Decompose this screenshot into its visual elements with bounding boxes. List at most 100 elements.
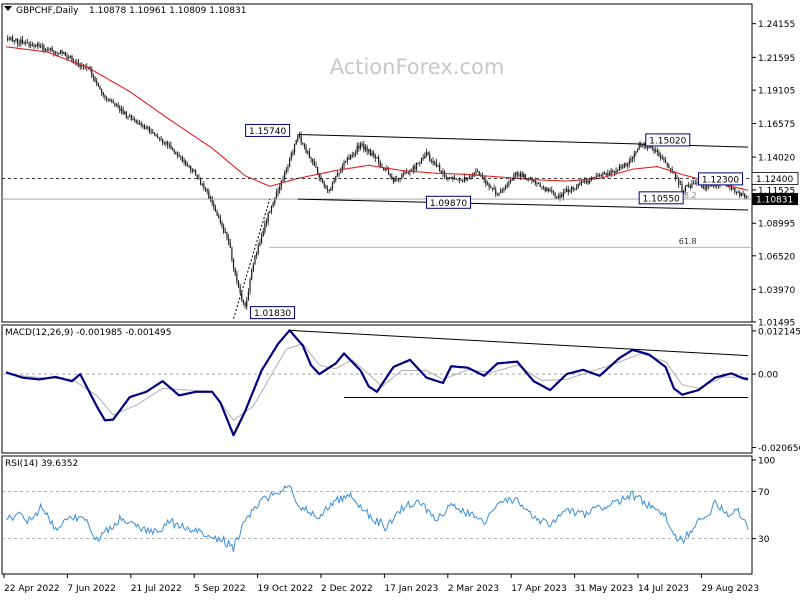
candle-body <box>176 154 179 156</box>
annotation-box <box>425 195 471 209</box>
symbol-label: GBPCHF,Daily <box>16 6 79 16</box>
candle-body <box>478 171 480 176</box>
date-tick-label: 21 Jul 2022 <box>131 584 182 594</box>
candle-body <box>282 179 284 181</box>
candle-body <box>338 173 340 174</box>
candle-body <box>262 231 264 237</box>
candle-body <box>463 177 465 181</box>
date-tick-label: 2 Mar 2023 <box>448 584 499 594</box>
candle-body <box>23 43 25 45</box>
candle-body <box>569 190 571 193</box>
candle-body <box>742 193 744 195</box>
candle-body <box>56 52 58 54</box>
candle-body <box>325 185 327 189</box>
candle-body <box>648 146 650 149</box>
candle-body <box>89 66 91 69</box>
candle-body <box>135 120 137 123</box>
candle-body <box>214 207 217 212</box>
candle-body <box>354 152 357 154</box>
candle-body <box>594 177 596 178</box>
candle-body <box>503 188 505 190</box>
candle-body <box>702 186 705 188</box>
candle-body <box>641 146 644 147</box>
candle-body <box>239 286 241 294</box>
macd-panel: 0.012145 0.00 -0.020656 <box>1 324 800 454</box>
candle-body <box>226 231 228 238</box>
candle-body <box>71 56 73 62</box>
candle-body <box>38 43 40 47</box>
candle-body <box>552 191 555 193</box>
price-panel: 61.8 38.2 1.15740 1.15020 1.12300 1.09870 1.10… <box>1 3 799 328</box>
candle-body <box>326 188 329 191</box>
candle-body <box>472 175 474 177</box>
candle-body <box>605 172 607 176</box>
candle-body <box>684 186 686 192</box>
candle-body <box>292 151 294 154</box>
candle-body <box>735 191 738 193</box>
price-trendline-2 <box>233 198 271 319</box>
annotation-box <box>698 172 744 186</box>
candle-body <box>310 157 312 160</box>
candle-body <box>178 155 180 157</box>
candle-body <box>422 157 424 159</box>
candle-body <box>493 187 495 190</box>
candle-body <box>567 189 569 193</box>
candle-body <box>701 183 703 188</box>
price-tick-label: 1.11525 <box>758 186 795 196</box>
candle-body <box>582 180 584 183</box>
candle-body <box>201 184 203 185</box>
candle-body <box>622 167 624 169</box>
candle-body <box>445 175 447 178</box>
candle-body <box>213 203 215 208</box>
candle-body <box>155 134 157 137</box>
rsi-tick-label: 30 <box>758 535 770 545</box>
candle-body <box>419 162 421 164</box>
candle-body <box>534 180 536 184</box>
candle-body <box>256 253 258 256</box>
candle-body <box>61 50 63 54</box>
rsi-line <box>5 485 749 553</box>
annotation-box <box>250 306 296 320</box>
candle-body <box>191 169 193 172</box>
candle-body <box>152 131 154 133</box>
candle-body <box>231 247 233 260</box>
candle-body <box>168 144 170 146</box>
candle-body <box>287 166 289 170</box>
candle-body <box>437 165 439 167</box>
candle-body <box>190 166 192 170</box>
candle-body <box>110 100 113 102</box>
chart-header: GBPCHF,Daily 1.10878 1.10961 1.10809 1.1… <box>4 6 246 16</box>
collapse-arrow-icon[interactable] <box>4 6 12 11</box>
candle-body <box>599 175 601 176</box>
candle-body <box>109 99 111 101</box>
candle-body <box>688 184 690 186</box>
candle-body <box>91 68 93 76</box>
candle-body <box>368 149 370 152</box>
candle-body <box>704 186 706 189</box>
macd-tick-label: 0.012145 <box>758 327 800 337</box>
candle-body <box>491 187 494 189</box>
candle-body <box>196 175 198 178</box>
candle-body <box>500 191 502 194</box>
candle-body <box>198 177 200 180</box>
candle-body <box>229 242 231 248</box>
candle-body <box>577 183 579 188</box>
price-tick-label: 1.08995 <box>758 220 795 230</box>
candle-body <box>415 163 418 170</box>
candle-body <box>290 153 292 160</box>
candle-body <box>104 95 106 98</box>
candle-body <box>119 107 121 111</box>
date-tick-label: 31 May 2023 <box>575 584 634 594</box>
candle-body <box>572 186 574 189</box>
candle-body <box>467 178 469 180</box>
candle-body <box>122 108 124 114</box>
candle-body <box>92 75 94 78</box>
candle-body <box>551 190 553 192</box>
candle-body <box>358 145 360 149</box>
candle-body <box>7 37 9 40</box>
price-annotation: 1.15740 <box>245 123 291 137</box>
candle-body <box>516 172 518 176</box>
candle-body <box>234 268 236 274</box>
candle-body <box>331 182 334 189</box>
